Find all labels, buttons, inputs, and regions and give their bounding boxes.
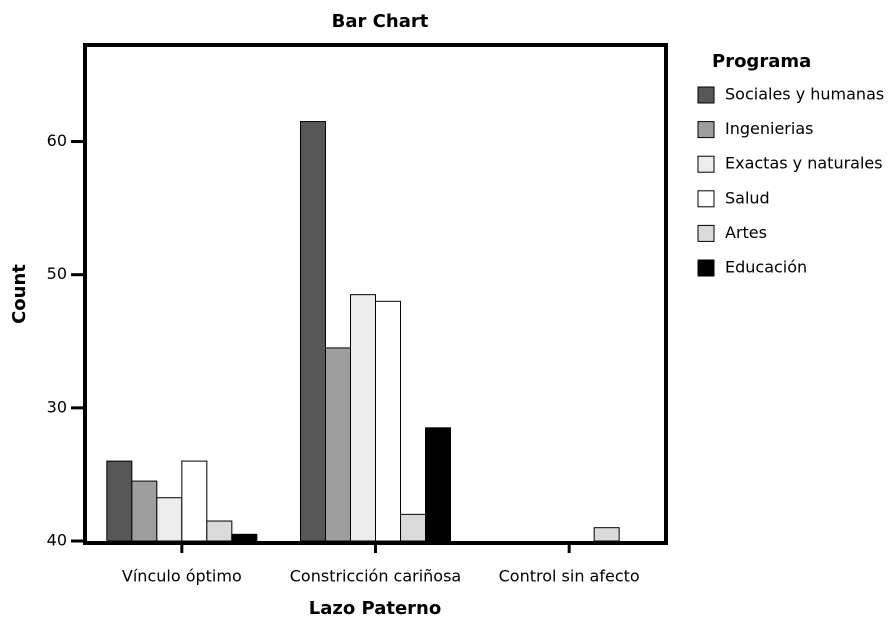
legend-swatch [697,86,715,104]
bar [593,527,620,542]
bar [181,460,208,542]
plot-frame [83,43,668,545]
legend-label: Educación [725,258,807,277]
y-tick-label: 30 [47,397,67,416]
x-tick-label: Constricción cariñosa [290,567,461,586]
legend-title: Programa [712,51,811,72]
bar [106,460,133,542]
y-tick-label: 50 [47,264,67,283]
legend-swatch [697,259,715,277]
legend-label: Exactas y naturales [725,154,883,173]
x-axis-label: Lazo Paterno [309,598,441,619]
chart-title: Bar Chart [332,11,429,32]
y-tick-label: 60 [47,131,67,150]
bar [206,520,233,542]
legend-swatch [697,190,715,208]
legend-label: Ingenierias [725,119,813,138]
bar [325,347,351,542]
y-tick-label: 40 [47,531,67,550]
bar [400,513,426,542]
legend-label: Artes [725,223,767,242]
legend-label: Sociales y humanas [725,85,884,104]
bar [131,480,158,542]
legend-swatch [697,224,715,242]
y-axis-label: Count [9,264,30,324]
legend-swatch [697,155,715,173]
bar [350,294,376,542]
x-tick-label: Vínculo óptimo [122,567,242,586]
legend-swatch [697,121,715,139]
legend-label: Salud [725,188,770,207]
bar [375,300,401,542]
bar [156,497,183,542]
x-tick-label: Control sin afecto [499,567,640,586]
bar [231,533,258,542]
bar [300,121,326,542]
bar [425,427,451,542]
